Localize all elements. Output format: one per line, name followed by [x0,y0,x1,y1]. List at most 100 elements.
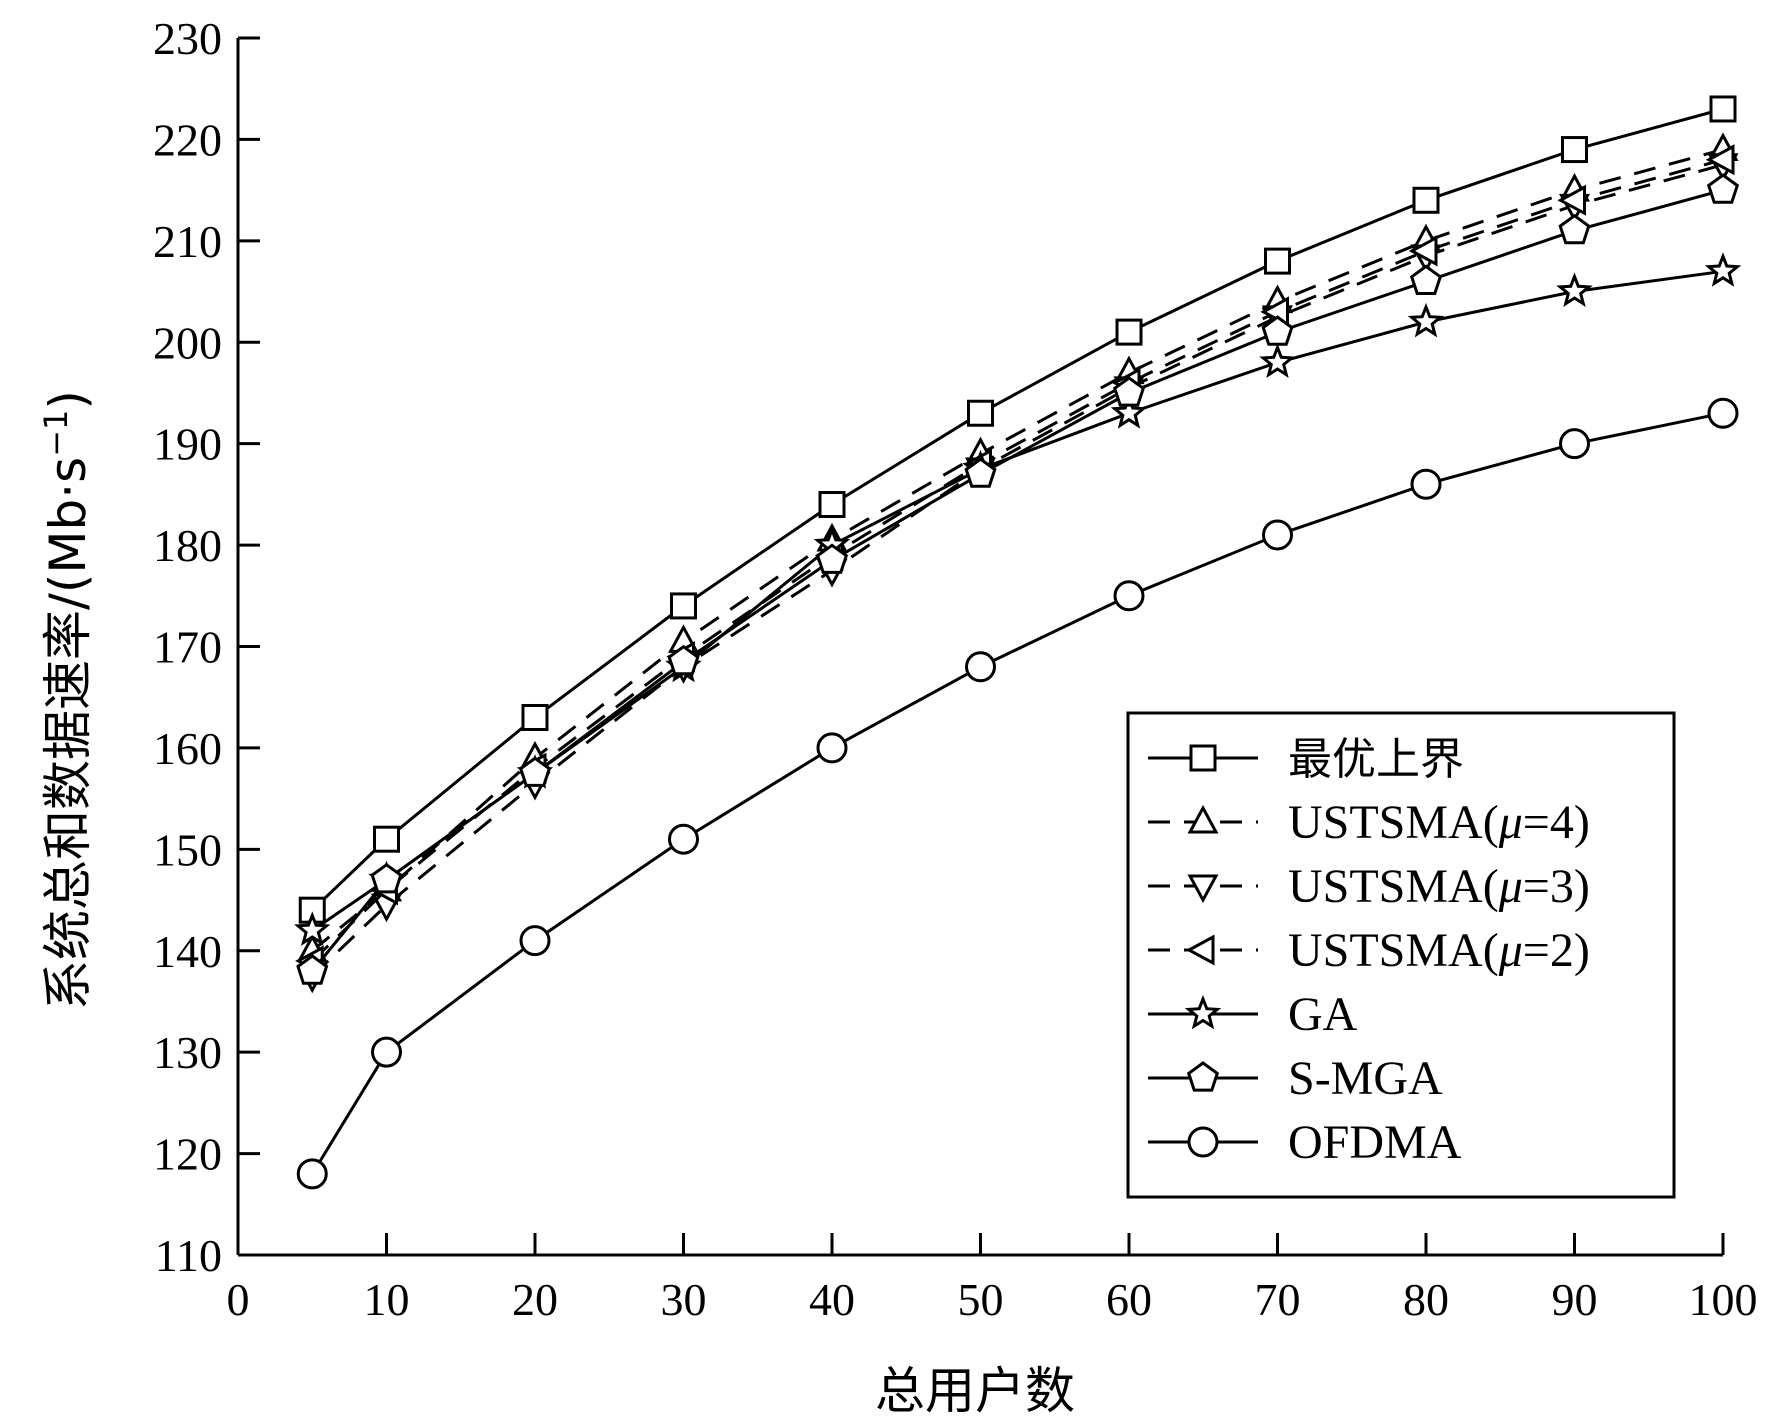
x-tick-label: 80 [1403,1274,1449,1325]
y-tick-label: 120 [153,1129,222,1180]
data-point [294,911,331,946]
data-point [1559,428,1590,460]
y-axis-title-superscript: −1 [37,410,75,457]
data-point [668,823,699,855]
data-point [670,592,697,620]
legend-entry: 最优上界 [1148,734,1464,785]
data-point [521,703,549,731]
data-point [1115,318,1143,346]
legend-entry: USTSMA(μ=4) [1148,796,1590,849]
series-0 [298,95,1737,924]
data-point [1557,184,1586,216]
x-tick-label: 90 [1552,1274,1598,1325]
legend-marker [1189,744,1217,772]
x-tick-label: 0 [227,1274,250,1325]
legend-entry: USTSMA(μ=2) [1148,924,1590,977]
x-tick-label: 30 [661,1274,707,1325]
legend-marker [1185,934,1215,966]
y-tick-label: 190 [153,419,222,470]
legend-entry: OFDMA [1148,1116,1462,1169]
y-tick-label: 170 [153,622,222,673]
y-axis-title-close: ) [39,390,97,410]
data-point [1705,144,1735,176]
legend-entries: 最优上界 USTSMA(μ=4) USTSMA(μ=3) USTSMA(μ=2) GA S… [1148,734,1590,1169]
y-tick-label: 220 [153,114,222,165]
data-point [1259,343,1296,379]
data-point [370,862,403,894]
data-point [1408,235,1438,267]
data-point [1707,397,1739,429]
data-point [667,644,700,676]
series-5 [296,173,1740,985]
x-tick-label: 10 [364,1274,410,1325]
x-tick-label: 40 [809,1274,855,1325]
data-point [1556,272,1593,308]
data-point [967,399,994,427]
legend-box [1126,711,1676,1199]
data-point [1706,173,1740,204]
legend-entry: GA [1148,988,1358,1041]
data-point [519,925,551,957]
x-tick-label: 20 [512,1274,558,1325]
x-axis-title: 总用户数 [875,1362,1075,1420]
legend-label: 最优上界 [1288,734,1464,785]
data-point [964,457,997,488]
legend-label: S-MGA [1288,1052,1443,1105]
y-tick-label: 210 [153,216,222,267]
data-point [1558,213,1591,245]
legend-marker [1187,874,1219,904]
legend-label: GA [1288,988,1358,1041]
data-point [965,651,996,683]
data-point [1112,376,1146,407]
data-point [815,543,849,574]
legend-label: OFDMA [1288,1116,1462,1169]
y-tick-label: 110 [155,1230,222,1281]
y-tick-label: 230 [153,13,222,64]
data-point [1113,580,1145,612]
x-axis-ticks: 0 10 20 30 40 50 60 70 80 90 100 [227,1233,1758,1325]
legend-marker [1186,1061,1220,1092]
x-tick-label: 60 [1106,1274,1152,1325]
data-point [296,954,329,985]
data-point [296,1158,328,1190]
data-point [818,491,846,519]
y-tick-label: 130 [153,1027,222,1078]
x-tick-label: 50 [958,1274,1004,1325]
legend: 最优上界 USTSMA(μ=4) USTSMA(μ=3) USTSMA(μ=2) GA S… [1126,711,1676,1199]
y-axis-title-main: 系统总和数据速率/(Mb·s [39,457,97,1010]
data-point [1561,136,1588,164]
y-tick-label: 160 [153,723,222,774]
legend-marker [1184,994,1222,1030]
data-point [518,756,552,787]
legend-entry: S-MGA [1148,1052,1443,1105]
x-tick-label: 70 [1255,1274,1301,1325]
data-point [1704,252,1742,287]
data-point [1110,394,1148,429]
legend-label: USTSMA(μ=4) [1288,796,1590,849]
data-point [371,1036,402,1068]
series-6 [296,397,1739,1190]
data-point [1410,468,1442,500]
data-point [1709,95,1737,123]
y-axis-title: 系统总和数据速率/(Mb·s−1) [37,390,97,1010]
legend-label: USTSMA(μ=3) [1288,860,1590,913]
y-tick-label: 150 [153,824,222,875]
y-tick-label: 200 [153,317,222,368]
series-layer [294,95,1742,1190]
legend-entry: USTSMA(μ=3) [1148,860,1590,913]
data-point [1261,315,1294,346]
legend-marker [1187,804,1219,834]
legend-marker [1187,1126,1219,1158]
data-point [373,825,400,853]
data-point [1409,264,1443,295]
y-tick-label: 180 [153,520,222,571]
data-point [1262,519,1293,551]
y-tick-label: 140 [153,926,222,977]
data-point [816,732,848,764]
data-point [1264,247,1291,275]
data-point [1407,302,1445,338]
legend-label: USTSMA(μ=2) [1288,924,1590,977]
data-point [1412,186,1440,214]
y-axis-ticks: 110 120 130 140 150 160 170 180 190 200 210 220 230 [153,13,260,1281]
